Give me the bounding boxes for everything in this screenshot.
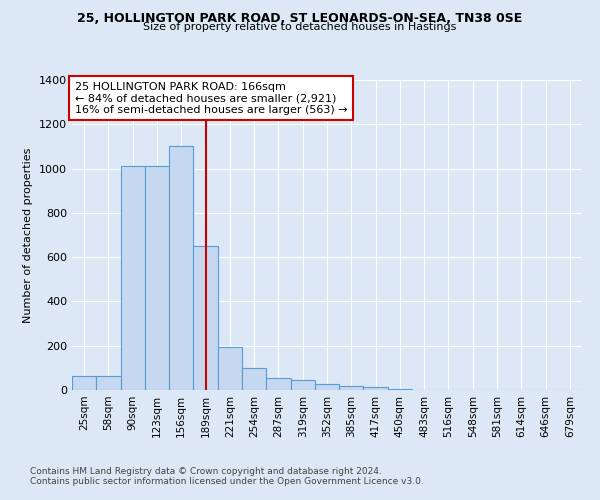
- Bar: [72, 376, 96, 390]
- Bar: [169, 146, 193, 390]
- Bar: [193, 246, 218, 390]
- Y-axis label: Number of detached properties: Number of detached properties: [23, 148, 34, 322]
- Text: Size of property relative to detached houses in Hastings: Size of property relative to detached ho…: [143, 22, 457, 32]
- Bar: [218, 347, 242, 390]
- Bar: [364, 386, 388, 390]
- Text: 25, HOLLINGTON PARK ROAD, ST LEONARDS-ON-SEA, TN38 0SE: 25, HOLLINGTON PARK ROAD, ST LEONARDS-ON…: [77, 12, 523, 26]
- Bar: [290, 380, 315, 390]
- Bar: [96, 376, 121, 390]
- Bar: [339, 386, 364, 390]
- Text: Contains HM Land Registry data © Crown copyright and database right 2024.: Contains HM Land Registry data © Crown c…: [30, 467, 382, 476]
- Bar: [121, 166, 145, 390]
- Bar: [315, 384, 339, 390]
- Text: Contains public sector information licensed under the Open Government Licence v3: Contains public sector information licen…: [30, 477, 424, 486]
- Bar: [266, 378, 290, 390]
- Bar: [242, 368, 266, 390]
- Bar: [145, 166, 169, 390]
- Text: 25 HOLLINGTON PARK ROAD: 166sqm
← 84% of detached houses are smaller (2,921)
16%: 25 HOLLINGTON PARK ROAD: 166sqm ← 84% of…: [74, 82, 347, 115]
